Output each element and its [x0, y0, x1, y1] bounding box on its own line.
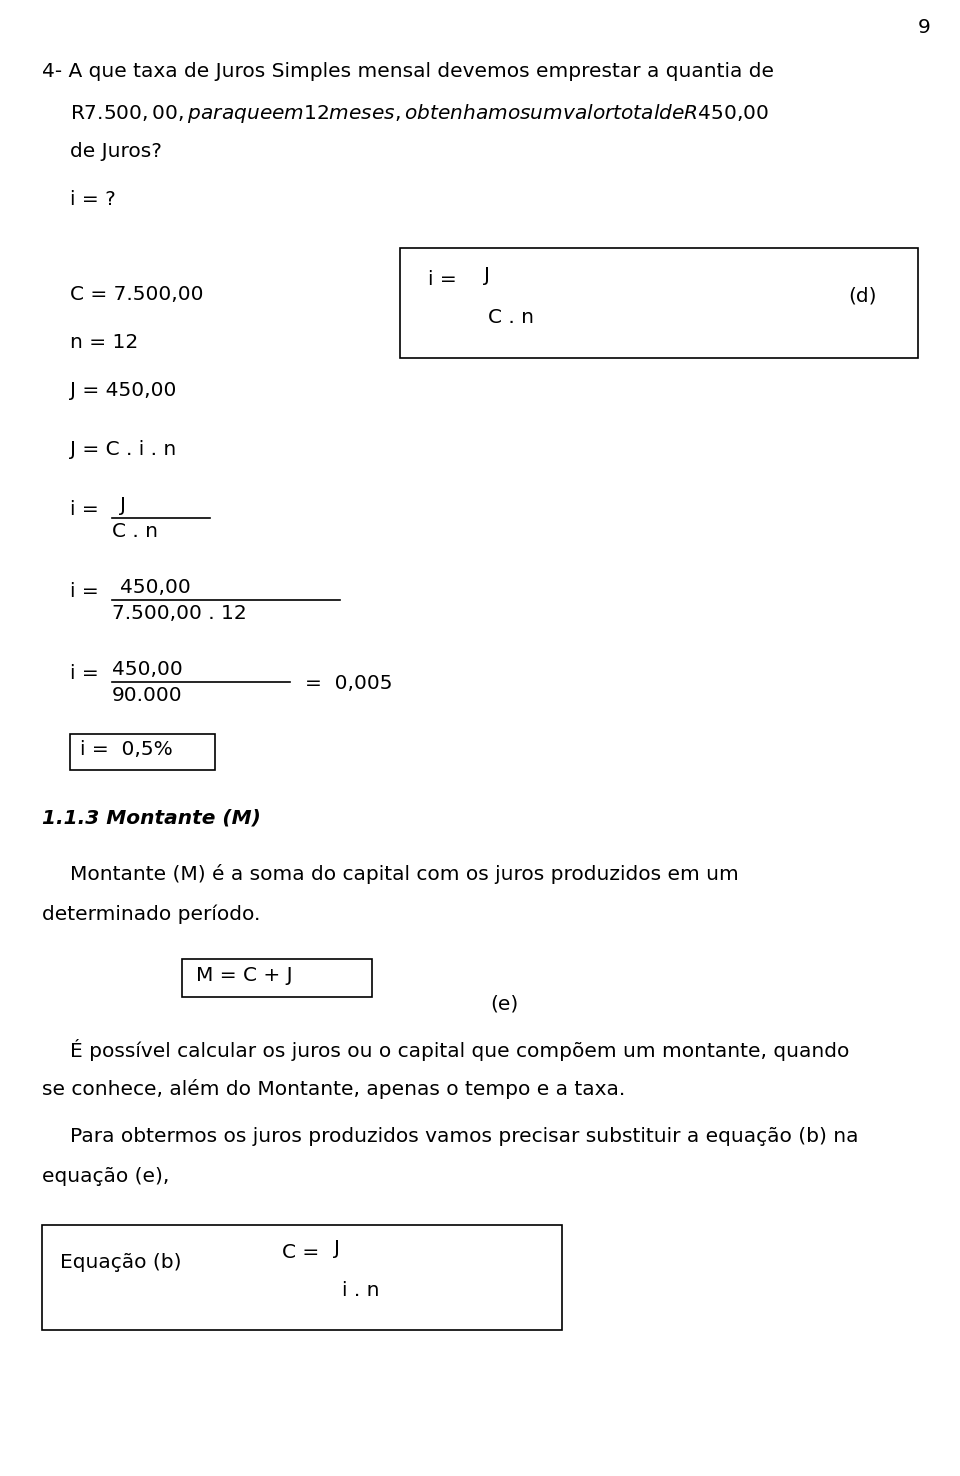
Text: É possível calcular os juros ou o capital que compõem um montante, quando: É possível calcular os juros ou o capita…	[70, 1039, 850, 1061]
Text: R$7.500,00, para que em 12 meses, obtenhamos um valor total de R$450,00: R$7.500,00, para que em 12 meses, obtenh…	[70, 102, 769, 125]
Text: de Juros?: de Juros?	[70, 142, 162, 161]
Bar	[182, 959, 372, 996]
Text: 9: 9	[918, 18, 931, 37]
Text: i =: i =	[70, 500, 99, 520]
Text: J = C . i . n: J = C . i . n	[70, 440, 177, 459]
Text: 7.500,00 . 12: 7.500,00 . 12	[112, 604, 247, 623]
Text: se conhece, além do Montante, apenas o tempo e a taxa.: se conhece, além do Montante, apenas o t…	[42, 1079, 625, 1100]
Text: 4- A que taxa de Juros Simples mensal devemos emprestar a quantia de: 4- A que taxa de Juros Simples mensal de…	[42, 62, 774, 81]
Text: J = 450,00: J = 450,00	[70, 381, 177, 400]
Text: 1.1.3 Montante (M): 1.1.3 Montante (M)	[42, 809, 261, 828]
Text: M = C + J: M = C + J	[196, 965, 293, 984]
Text: Para obtermos os juros produzidos vamos precisar substituir a equação (b) na: Para obtermos os juros produzidos vamos …	[70, 1128, 858, 1145]
Text: n = 12: n = 12	[70, 334, 138, 351]
Text: i =: i =	[70, 664, 99, 683]
Text: 450,00: 450,00	[112, 660, 182, 679]
Bar	[70, 734, 215, 770]
Text: i =: i =	[70, 582, 99, 601]
Text: 90.000: 90.000	[112, 686, 182, 706]
Text: C . n: C . n	[488, 308, 534, 328]
Text: J: J	[484, 266, 490, 285]
Text: determinado período.: determinado período.	[42, 903, 260, 924]
Text: i =  0,5%: i = 0,5%	[80, 739, 173, 759]
Bar	[400, 248, 918, 359]
Text: J: J	[334, 1238, 340, 1258]
Text: Montante (M) é a soma do capital com os juros produzidos em um: Montante (M) é a soma do capital com os …	[70, 863, 739, 884]
Text: 450,00: 450,00	[120, 579, 191, 596]
Bar	[42, 1225, 562, 1330]
Text: C . n: C . n	[112, 523, 158, 542]
Text: i =: i =	[428, 270, 457, 289]
Text: i . n: i . n	[342, 1281, 379, 1300]
Text: equação (e),: equação (e),	[42, 1168, 169, 1187]
Text: =  0,005: = 0,005	[305, 675, 393, 694]
Text: i = ?: i = ?	[70, 190, 116, 210]
Text: C = 7.500,00: C = 7.500,00	[70, 285, 204, 304]
Text: Equação (b): Equação (b)	[60, 1253, 181, 1272]
Text: (e): (e)	[490, 995, 518, 1014]
Text: (d): (d)	[848, 286, 876, 306]
Text: J: J	[120, 496, 126, 515]
Text: C =: C =	[282, 1243, 320, 1262]
